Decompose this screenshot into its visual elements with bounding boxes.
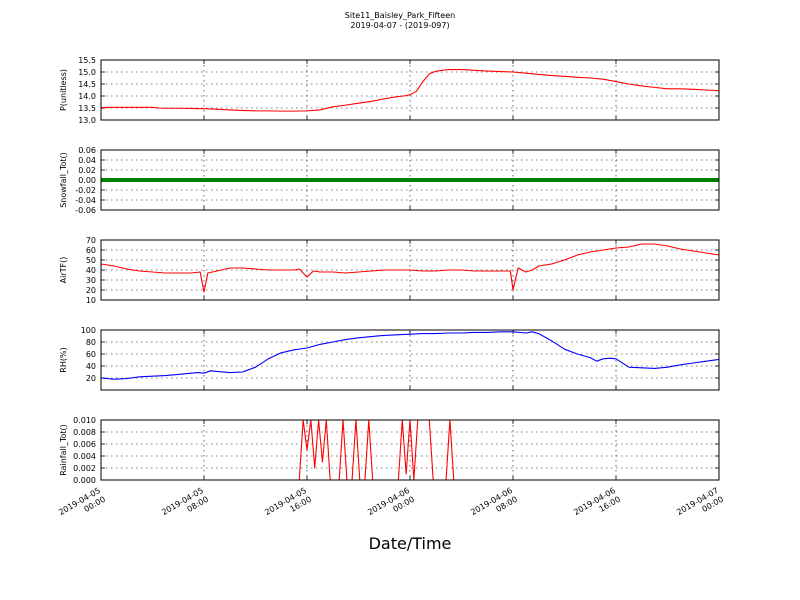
y-tick-label: -0.06	[75, 206, 96, 215]
y-tick-label: 0.06	[78, 146, 96, 155]
panel-frame	[100, 329, 720, 391]
y-tick-label: 70	[86, 236, 96, 245]
y-tick-label: 0.010	[73, 416, 96, 425]
y-tick-label: 13.0	[78, 116, 96, 125]
y-tick-label: 0.00	[78, 176, 96, 185]
y-tick-label: 40	[86, 266, 96, 275]
panel-1: 13.0 13.5 14.0 14.5 15.0 15.5 P(unitless)	[59, 56, 720, 125]
x-tick-label: 2019-04-0700:00	[675, 486, 725, 526]
y-tick-label: 20	[86, 374, 96, 383]
panel-2: -0.06-0.04-0.020.000.020.040.06 Snowfall_…	[59, 146, 720, 215]
y-tick-label: 20	[86, 286, 96, 295]
y-tick-label: 50	[86, 256, 96, 265]
y-tick-label: 14.0	[78, 92, 96, 101]
panel-frame	[100, 149, 720, 211]
panel-4: 20 40 60 80 100 RH(%)	[59, 326, 720, 391]
y-tick-label: 0.006	[73, 440, 96, 449]
series-line-1	[100, 69, 720, 112]
y-tick-label: 0.04	[78, 156, 96, 165]
y-tick-label: 0.000	[73, 476, 96, 485]
y-axis-label: RH(%)	[59, 347, 68, 372]
y-tick-label: 13.5	[78, 104, 96, 113]
y-tick-label: 40	[86, 362, 96, 371]
y-tick-label: 80	[86, 338, 96, 347]
y-tick-label: 15.5	[78, 56, 96, 65]
panel-frame	[100, 419, 720, 481]
y-tick-label: 0.002	[73, 464, 96, 473]
y-tick-label: -0.04	[75, 196, 96, 205]
panel-frame	[100, 239, 720, 301]
panel-5: 0.000 0.002 0.004 0.006 0.008 0.010 Rainfall_T…	[59, 416, 720, 485]
x-tick-label: 2019-04-0600:00	[366, 486, 416, 526]
x-tick-label: 2019-04-0516:00	[263, 486, 313, 526]
chart-title: Site11_Baisley_Park_Fifteen	[344, 11, 456, 20]
y-tick-label: 0.004	[73, 452, 96, 461]
y-tick-label: -0.02	[75, 186, 96, 195]
y-tick-label: 0.008	[73, 428, 96, 437]
y-tick-label: 0.02	[78, 166, 96, 175]
x-axis-label: Date/Time	[368, 534, 452, 553]
y-tick-label: 14.5	[78, 80, 96, 89]
y-tick-label: 100	[81, 326, 96, 335]
y-tick-label: 60	[86, 246, 96, 255]
x-tick-label: 2019-04-0508:00	[160, 486, 210, 526]
y-axis-label: Rainfall_Tot()	[59, 424, 68, 476]
x-tick-label: 2019-04-0500:00	[57, 486, 107, 526]
chart-subtitle: 2019-04-07 - (2019-097)	[350, 21, 450, 30]
panel-frame	[100, 59, 720, 121]
y-tick-label: 60	[86, 350, 96, 359]
y-tick-label: 30	[86, 276, 96, 285]
y-axis-label: P(unitless)	[59, 69, 68, 111]
series-line-1	[100, 243, 720, 293]
y-tick-label: 15.0	[78, 68, 96, 77]
x-tick-label: 2019-04-0616:00	[572, 486, 622, 526]
series-line-1	[100, 331, 720, 380]
y-axis-label: Snowfall_Tot()	[59, 152, 68, 208]
x-tick-label: 2019-04-0608:00	[469, 486, 519, 526]
chart-title-block: Site11_Baisley_Park_Fifteen 2019-04-07 -…	[0, 11, 800, 31]
y-tick-label: 10	[86, 296, 96, 305]
y-axis-label: AirTF()	[59, 257, 68, 284]
